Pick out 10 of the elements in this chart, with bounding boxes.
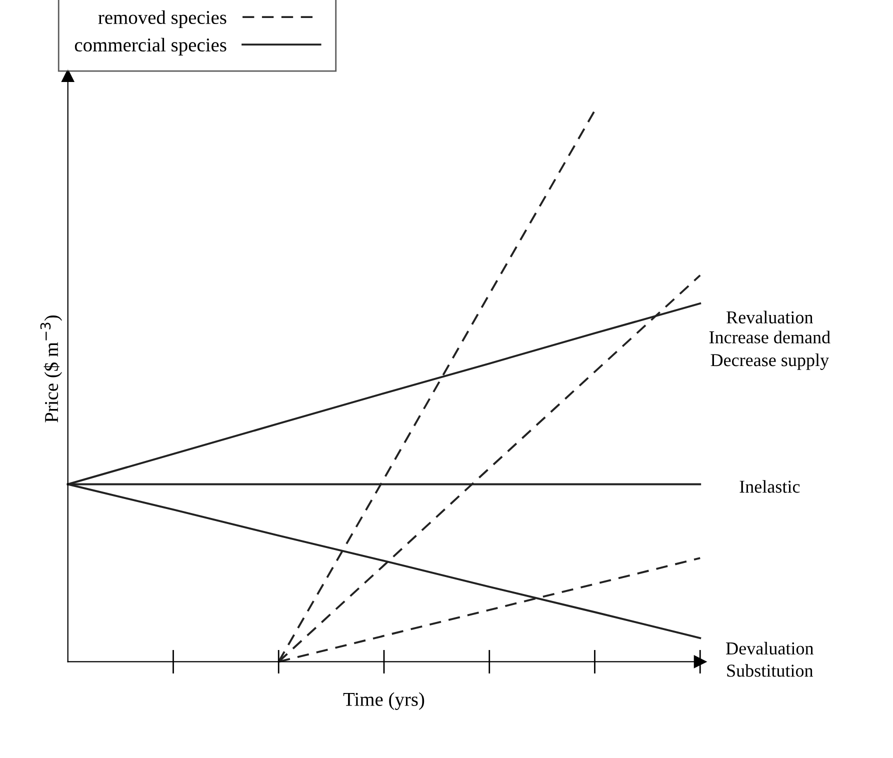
y-axis-title: Price ($ m$^{−3}$) bbox=[40, 316, 62, 422]
x-axis-title: Time (yrs) bbox=[343, 692, 424, 710]
text: Devaluation bbox=[726, 642, 814, 655]
legend-label: removed species bbox=[98, 10, 226, 28]
text: Substitution bbox=[727, 664, 814, 677]
text: Revaluation bbox=[726, 310, 814, 324]
text: Inelastic bbox=[740, 480, 800, 493]
legend-label: commercial species bbox=[74, 38, 226, 56]
text: Increase demand bbox=[709, 330, 830, 344]
text: Decrease supply bbox=[710, 354, 829, 370]
